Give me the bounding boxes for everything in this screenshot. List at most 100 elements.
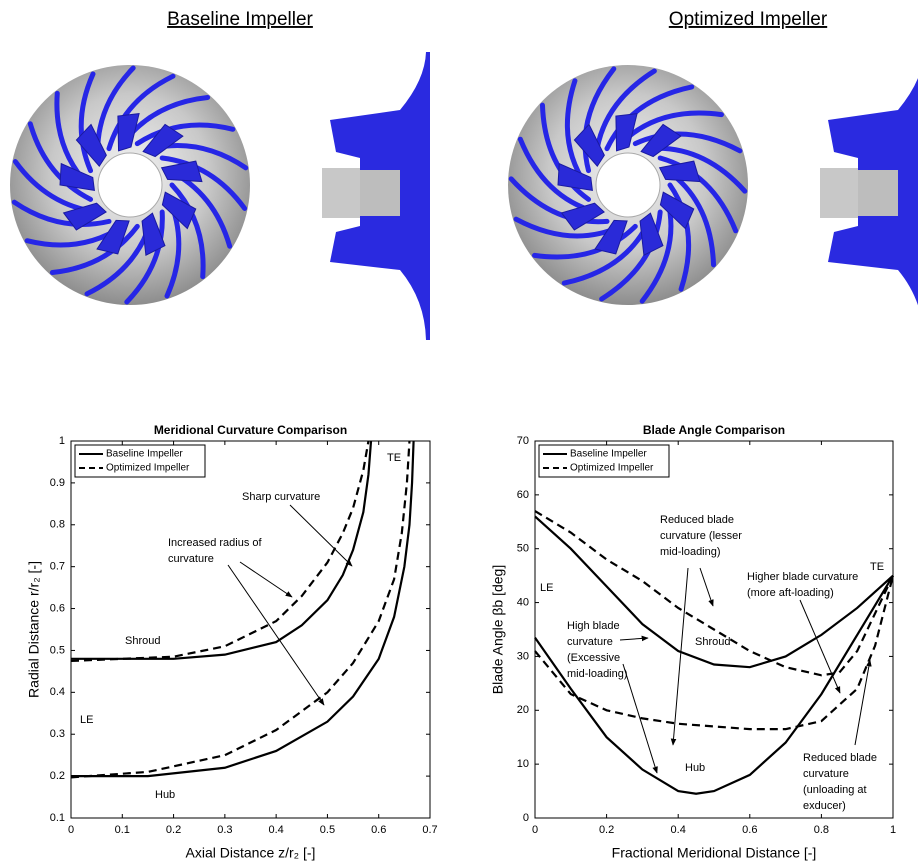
blade-inducer: [557, 162, 593, 191]
plot-frame: [70, 440, 431, 819]
blade-inducer: [141, 212, 166, 256]
blade-inducer: [594, 219, 628, 255]
arrow: [622, 663, 658, 774]
annotation: Reduced blade: [803, 752, 877, 764]
annotation: Reduced blade: [660, 514, 734, 526]
annotation: High blade: [567, 620, 620, 632]
arrow: [799, 599, 841, 694]
x-axis-label: Axial Distance z/r₂ [-]: [186, 845, 316, 861]
x-tick-label: 0.2: [599, 824, 614, 836]
blade: [11, 199, 112, 227]
annotation: (Excessive: [567, 652, 620, 664]
plot-frame: [534, 440, 894, 819]
legend-label: Baseline Impeller: [570, 449, 647, 460]
y-tick-label: 60: [517, 489, 529, 501]
series-line: [534, 510, 895, 731]
y-tick-label: 70: [517, 435, 529, 447]
blade: [532, 223, 638, 260]
x-tick-label: 0.1: [115, 824, 130, 836]
blade-inducer: [659, 191, 695, 230]
arrow: [239, 561, 293, 598]
arrow: [227, 564, 325, 706]
blade: [508, 176, 610, 225]
annotation-arrows: [227, 504, 872, 774]
y-tick-label: 50: [517, 543, 529, 555]
legend-box: [74, 444, 206, 478]
blade-inducer: [573, 123, 605, 168]
impeller-hub-side: [360, 170, 400, 216]
y-tick-label: 0.5: [50, 644, 65, 656]
blade: [106, 73, 176, 152]
blade-inducer: [161, 191, 197, 230]
y-axis-label: Radial Distance r/r₂ [-]: [26, 561, 42, 698]
annotation: curvature: [803, 768, 849, 780]
annotation: curvature (lesser: [660, 530, 742, 542]
x-tick-label: 0.3: [217, 824, 232, 836]
chart-title: Blade Angle Comparison: [643, 423, 785, 437]
series-line: [534, 515, 894, 795]
annotation: Shroud: [125, 635, 160, 647]
y-tick-label: 40: [517, 596, 529, 608]
x-tick-label: 0.5: [320, 824, 335, 836]
blade-inducer: [75, 123, 107, 168]
annotation: (unloading at: [803, 784, 867, 796]
annotation: curvature: [168, 553, 214, 565]
annotation: Higher blade curvature: [747, 571, 858, 583]
blade-inducer: [59, 162, 95, 191]
blade: [582, 66, 617, 174]
x-tick-label: 0.4: [268, 824, 283, 836]
y-tick-label: 0.6: [50, 602, 65, 614]
blade: [49, 223, 140, 276]
annotation: Hub: [155, 789, 175, 801]
y-tick-label: 0.1: [50, 812, 65, 824]
y-tick-label: 30: [517, 650, 529, 662]
x-tick-label: 1: [890, 824, 896, 836]
y-tick-label: 0.8: [50, 519, 65, 531]
blade-inducer: [639, 212, 664, 256]
blade: [632, 131, 743, 154]
blade-inducer: [117, 112, 140, 152]
y-tick-label: 0.2: [50, 770, 65, 782]
y-tick-label: 10: [517, 758, 529, 770]
y-tick-label: 0.7: [50, 561, 65, 573]
y-tick-label: 20: [517, 704, 529, 716]
x-tick-label: 0.7: [422, 824, 437, 836]
annotation: exducer): [803, 800, 846, 812]
x-tick-label: 0.6: [371, 824, 386, 836]
blade: [134, 122, 236, 147]
blade-inducer: [62, 202, 107, 231]
panel-title: Baseline Impeller: [167, 9, 313, 30]
impeller-images: [10, 52, 918, 340]
blade: [159, 155, 248, 211]
blade-inducer: [142, 123, 184, 158]
blade-inducer: [96, 219, 130, 255]
x-tick-label: 0.4: [671, 824, 686, 836]
arrow: [699, 567, 714, 607]
legend-box: [538, 444, 670, 478]
blade-inducer: [160, 160, 203, 183]
annotation: LE: [80, 714, 93, 726]
blade-inducer: [560, 202, 605, 231]
y-tick-label: 0.4: [50, 686, 65, 698]
blade-inducer: [658, 160, 701, 183]
annotation: mid-loading): [660, 546, 721, 558]
x-axis-label: Fractional Meridional Distance [-]: [612, 845, 817, 861]
series-line: [71, 440, 415, 778]
annotation: Sharp curvature: [242, 491, 320, 503]
y-tick-label: 0.9: [50, 477, 65, 489]
blade-inducer: [615, 112, 638, 152]
annotation: curvature: [567, 636, 613, 648]
arrow: [854, 659, 872, 746]
x-tick-label: 0.2: [166, 824, 181, 836]
blade-inducer: [640, 123, 682, 158]
blade: [124, 209, 165, 305]
blade: [599, 209, 663, 302]
impeller-hub-side: [858, 170, 898, 216]
x-tick-label: 0.6: [742, 824, 757, 836]
y-tick-label: 0.3: [50, 728, 65, 740]
impeller-bore: [97, 152, 163, 218]
annotation: TE: [870, 561, 884, 573]
annotation: Hub: [685, 762, 705, 774]
arrow: [289, 504, 353, 567]
